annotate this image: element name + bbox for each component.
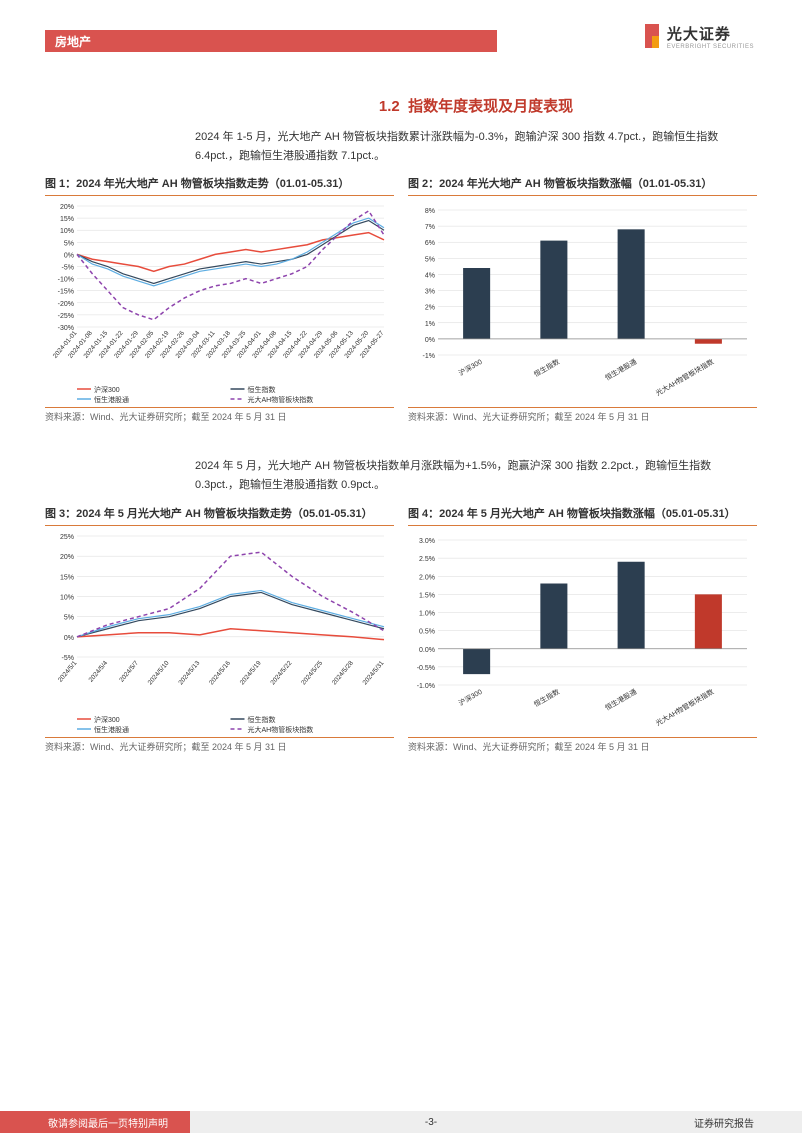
footer-center: -3- [425,1117,437,1128]
paragraph-2: 2024 年 5 月，光大地产 AH 物管板块指数单月涨跌幅为+1.5%，跑赢沪… [195,457,749,494]
svg-text:0%: 0% [64,253,74,260]
svg-text:5%: 5% [425,257,435,264]
paragraph-1: 2024 年 1-5 月，光大地产 AH 物管板块指数累计涨跌幅为-0.3%，跑… [195,128,749,165]
footer: 敬请参阅最后一页特别声明 -3- 证券研究报告 [0,1111,802,1133]
svg-text:恒生指数: 恒生指数 [532,687,561,709]
svg-text:恒生指数: 恒生指数 [532,357,561,379]
chart3-source: 资料来源：Wind、光大证券研究所；截至 2024 年 5 月 31 日 [45,737,394,753]
footer-left: 敬请参阅最后一页特别声明 [48,1115,168,1130]
svg-text:2024/5/1: 2024/5/1 [57,659,79,683]
logo-text-cn: 光大证券 [667,23,754,44]
svg-text:8%: 8% [425,208,435,215]
chart2-col: 图 2：2024 年光大地产 AH 物管板块指数涨幅（01.01-05.31） … [408,175,757,423]
svg-text:光大AH物管板块指数: 光大AH物管板块指数 [654,687,715,728]
chart4-source: 资料来源：Wind、光大证券研究所；截至 2024 年 5 月 31 日 [408,737,757,753]
svg-text:光大AH物管板块指数: 光大AH物管板块指数 [654,357,715,398]
svg-text:-5%: -5% [62,265,74,272]
chart2-source: 资料来源：Wind、光大证券研究所；截至 2024 年 5 月 31 日 [408,407,757,423]
header-category: 房地产 [45,33,91,50]
svg-text:2024/5/31: 2024/5/31 [362,659,386,686]
svg-text:-10%: -10% [58,277,74,284]
svg-text:3%: 3% [425,289,435,296]
chart4-col: 图 4：2024 年 5 月光大地产 AH 物管板块指数涨幅（05.01-05.… [408,505,757,753]
svg-text:恒生港股通: 恒生港股通 [603,687,638,712]
svg-text:2024/5/22: 2024/5/22 [269,659,293,686]
chart2-title: 图 2：2024 年光大地产 AH 物管板块指数涨幅（01.01-05.31） [408,175,757,191]
svg-text:2.0%: 2.0% [419,574,435,581]
svg-text:光大AH物管板块指数: 光大AH物管板块指数 [248,395,314,404]
svg-text:7%: 7% [425,224,435,231]
svg-text:0.0%: 0.0% [419,647,435,654]
svg-text:6%: 6% [425,241,435,248]
divider [408,525,757,526]
svg-text:3.0%: 3.0% [419,538,435,545]
svg-text:10%: 10% [60,229,74,236]
chart2-bar: -1% 0% 1% 2% 3% 4% 5% 6% 7% 8% 沪深300 恒生指数 恒生港股通光大AH物… [408,200,757,405]
svg-text:4%: 4% [425,273,435,280]
svg-text:15%: 15% [60,574,74,581]
svg-text:-1%: -1% [423,353,435,360]
chart1-title: 图 1：2024 年光大地产 AH 物管板块指数走势（01.01-05.31） [45,175,394,191]
svg-text:2024/5/7: 2024/5/7 [118,659,140,683]
section-title-text: 指数年度表现及月度表现 [408,98,573,115]
divider [408,195,757,196]
svg-text:沪深300: 沪深300 [457,687,484,708]
svg-text:恒生港股通: 恒生港股通 [603,357,638,382]
svg-text:-15%: -15% [58,289,74,296]
chart1-source: 资料来源：Wind、光大证券研究所；截至 2024 年 5 月 31 日 [45,407,394,423]
svg-text:恒生指数: 恒生指数 [248,385,276,394]
chart3-title: 图 3：2024 年 5 月光大地产 AH 物管板块指数走势（05.01-05.… [45,505,394,521]
logo-icon [641,22,663,50]
svg-text:2%: 2% [425,305,435,312]
svg-text:5%: 5% [64,614,74,621]
svg-text:沪深300: 沪深300 [94,385,120,394]
svg-text:沪深300: 沪深300 [457,357,484,378]
svg-text:光大AH物管板块指数: 光大AH物管板块指数 [248,725,314,734]
svg-text:10%: 10% [60,594,74,601]
svg-text:2024/5/13: 2024/5/13 [177,659,201,686]
svg-text:1.5%: 1.5% [419,592,435,599]
svg-text:恒生港股通: 恒生港股通 [94,395,129,404]
chart3-line: -5%0%5%10%15%20%25%2024/5/12024/5/42024/… [45,530,394,735]
svg-text:2024/5/19: 2024/5/19 [239,659,263,686]
svg-text:25%: 25% [60,534,74,541]
svg-text:20%: 20% [60,554,74,561]
chart4-bar: -1.0% -0.5% 0.0% 0.5% 1.0% 1.5% 2.0% 2.5% 3.0% 沪深… [408,530,757,735]
chart-row-2: 图 3：2024 年 5 月光大地产 AH 物管板块指数走势（05.01-05.… [45,505,757,753]
svg-text:2024/5/4: 2024/5/4 [88,659,110,683]
svg-text:-25%: -25% [58,313,74,320]
svg-text:15%: 15% [60,216,74,223]
brand-logo: 光大证券 EVERBRIGHT SECURITIES [641,22,754,50]
svg-text:-20%: -20% [58,301,74,308]
svg-text:2024/5/28: 2024/5/28 [331,659,355,686]
divider [45,195,394,196]
svg-text:沪深300: 沪深300 [94,715,120,724]
svg-text:20%: 20% [60,204,74,211]
svg-text:0.5%: 0.5% [419,628,435,635]
chart4-title: 图 4：2024 年 5 月光大地产 AH 物管板块指数涨幅（05.01-05.… [408,505,757,521]
chart1-col: 图 1：2024 年光大地产 AH 物管板块指数走势（01.01-05.31） … [45,175,394,423]
chart3-col: 图 3：2024 年 5 月光大地产 AH 物管板块指数走势（05.01-05.… [45,505,394,753]
page-content: 1.2 指数年度表现及月度表现 2024 年 1-5 月，光大地产 AH 物管板… [45,95,757,1083]
logo-text-en: EVERBRIGHT SECURITIES [667,44,754,50]
section-number: 1.2 [379,98,400,115]
svg-text:5%: 5% [64,241,74,248]
chart1-line: -30%-25%-20%-15%-10%-5%0%5%10%15%20%2024… [45,200,394,405]
svg-text:0%: 0% [64,635,74,642]
svg-text:2.5%: 2.5% [419,556,435,563]
svg-text:2024/5/25: 2024/5/25 [300,659,324,686]
svg-text:0%: 0% [425,337,435,344]
svg-text:-0.5%: -0.5% [417,665,435,672]
svg-text:2024/5/10: 2024/5/10 [147,659,171,686]
svg-text:1.0%: 1.0% [419,610,435,617]
svg-text:恒生港股通: 恒生港股通 [94,725,129,734]
svg-text:2024/5/16: 2024/5/16 [208,659,232,686]
divider [45,525,394,526]
svg-text:恒生指数: 恒生指数 [248,715,276,724]
svg-text:-1.0%: -1.0% [417,683,435,690]
section-title: 1.2 指数年度表现及月度表现 [195,95,757,116]
svg-text:1%: 1% [425,321,435,328]
chart-row-1: 图 1：2024 年光大地产 AH 物管板块指数走势（01.01-05.31） … [45,175,757,423]
footer-right: 证券研究报告 [694,1115,754,1130]
